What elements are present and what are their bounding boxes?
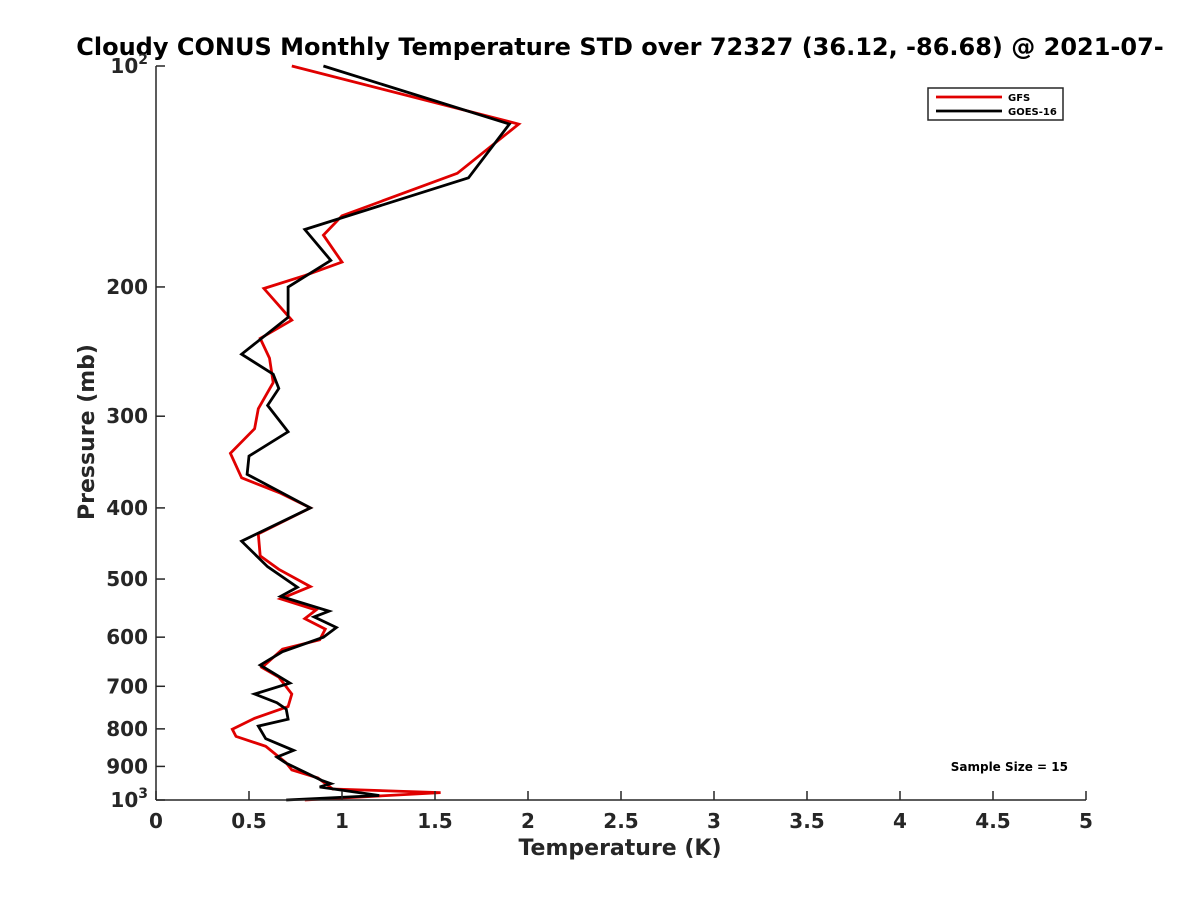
y-tick-label: 600	[106, 625, 148, 649]
x-tick-label: 3.5	[789, 809, 824, 833]
x-tick-label: 0	[149, 809, 163, 833]
legend-box	[927, 87, 1064, 121]
y-axis-label: Pressure (mb)	[75, 344, 100, 520]
axes: 0 0.5 1 1.5 2 2.5 3 3.5 4 4.5 5 102 200 300 400 500 600 7…	[106, 52, 1093, 833]
x-tick-label: 2.5	[603, 809, 638, 833]
legend: GFS GOES-16	[927, 87, 1064, 121]
series-layer	[228, 64, 522, 802]
y-tick-label: 900	[106, 754, 148, 778]
y-tick-label: 500	[106, 567, 148, 591]
x-tick-label: 4	[893, 809, 907, 833]
x-tick-label: 4.5	[975, 809, 1010, 833]
y-tick-label: 102	[110, 52, 148, 78]
y-tick-label: 300	[106, 404, 148, 428]
y-tick-label: 103	[110, 786, 148, 812]
y-tick-label: 200	[106, 275, 148, 299]
sample-size-annotation: Sample Size = 15	[951, 760, 1068, 774]
x-tick-label: 0.5	[231, 809, 266, 833]
legend-entry: GFS	[1008, 93, 1030, 104]
legend-entry: GOES-16	[1008, 107, 1057, 118]
x-tick-label: 3	[707, 809, 721, 833]
x-tick-label: 2	[521, 809, 535, 833]
x-tick-label: 5	[1079, 809, 1093, 833]
series-line-gfs	[228, 64, 522, 802]
x-tick-label: 1.5	[417, 809, 452, 833]
y-tick-label: 700	[106, 674, 148, 698]
y-tick-label: 400	[106, 496, 148, 520]
chart-title: Cloudy CONUS Monthly Temperature STD ove…	[76, 33, 1163, 61]
x-tick-label: 1	[335, 809, 349, 833]
x-axis-label: Temperature (K)	[518, 836, 721, 861]
series-line-goes-16	[239, 64, 512, 802]
y-tick-label: 800	[106, 717, 148, 741]
